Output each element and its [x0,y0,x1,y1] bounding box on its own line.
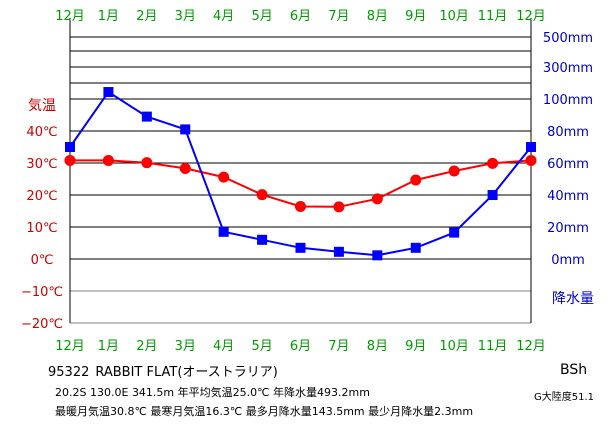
precipitation-point [333,246,344,257]
precip-tick-label: 500mm [543,31,593,46]
month-label-top: 10月 [439,9,469,24]
temp-tick-label: 30℃ [26,157,57,172]
precipitation-point [65,142,75,152]
precipitation-point [526,142,536,152]
month-label-top: 8月 [367,9,388,24]
temperature-line [70,159,532,208]
min-month-precip: 最少月降水量2.3mm [368,405,474,418]
month-label-top: 12月 [55,9,85,24]
month-label-bottom: 3月 [175,339,196,354]
month-label-bottom: 2月 [136,339,157,354]
precip-tick-label: 80mm [547,125,589,140]
temperature-point [371,193,383,205]
precipitation-point [180,124,191,135]
month-label-top: 1月 [98,9,119,24]
month-label-top: 2月 [136,9,157,24]
precip-tick-label: 100mm [543,93,593,108]
temp-axis-title: 気温 [28,98,56,114]
month-label-top: 4月 [213,9,234,24]
month-label-top: 6月 [290,9,311,24]
precipitation-point [295,242,306,253]
continentality-index: G大陸度51.1 [534,392,595,403]
temperature-point [141,157,153,169]
month-label-bottom: 6月 [290,339,311,354]
precipitation-line [69,90,532,257]
warmest-month-temp: 最暖月気温30.8℃ [55,405,147,418]
temperature-point [448,165,460,177]
month-label-top: 9月 [405,9,426,24]
precip-tick-label: 60mm [547,157,589,172]
precip-tick-label: 40mm [547,189,589,204]
coldest-month-temp: 最寒月気温16.3℃ [150,405,243,418]
month-label-bottom: 9月 [405,339,426,354]
month-label-bottom: 12月 [55,339,85,354]
precip-tick-label: 20mm [547,221,589,236]
precipitation-point [257,234,268,245]
month-label-bottom: 7月 [328,339,349,354]
temperature-point [487,157,499,169]
annual-mean-temp: 年平均気温25.0℃ [177,386,270,399]
annual-precip: 年降水量493.2mm [273,386,370,399]
month-label-top: 7月 [328,9,349,24]
precipitation-point [141,111,152,122]
month-label-bottom: 11月 [478,339,508,354]
station-summary: 20.2S 130.0E 341.5m 年平均気温25.0℃ 年降水量493.2… [55,384,370,400]
month-label-top: 11月 [478,9,508,24]
precipitation-point [449,227,460,238]
month-label-bottom: 5月 [251,339,272,354]
precip-axis-title: 降水量 [552,291,594,307]
precipitation-point [218,226,229,237]
station-extremes: 最暖月気温30.8℃ 最寒月気温16.3℃ 最多月降水量143.5mm 最少月降… [55,403,473,419]
station-id: 95322 [48,365,90,380]
precipitation-point [103,87,114,98]
temp-tick-label: −20℃ [21,317,63,332]
month-label-top: 3月 [175,9,196,24]
precipitation-point [372,250,383,261]
temp-tick-label: 20℃ [26,189,57,204]
temperature-point [218,171,230,183]
max-month-precip: 最多月降水量143.5mm [245,405,365,418]
precipitation-point [487,190,498,200]
temperature-point [179,162,191,174]
climate-class: BSh [560,362,588,378]
temp-tick-label: 10℃ [26,221,57,236]
precip-tick-label: 0mm [551,253,585,268]
month-label-bottom: 12月 [516,339,546,354]
temperature-point [525,154,537,166]
temperature-point [102,154,114,166]
station-lat: 20.2S [55,386,87,399]
temperature-point [295,201,306,213]
station-title: 95322 RABBIT FLAT(オーストラリア) [48,361,278,380]
month-label-bottom: 8月 [367,339,388,354]
station-name: RABBIT FLAT(オーストラリア) [95,365,278,380]
precipitation-point [410,242,421,253]
temperature-point [410,174,422,186]
month-label-top: 12月 [516,9,546,24]
station-altitude: 341.5m [131,386,175,399]
month-label-top: 5月 [251,9,272,24]
temp-tick-label: 0℃ [31,253,54,268]
temperature-point [64,154,76,166]
temp-tick-label: 40℃ [26,125,57,140]
month-label-bottom: 4月 [213,339,234,354]
precip-tick-label: 300mm [543,61,593,76]
station-lon: 130.0E [89,386,129,399]
temperature-point [333,201,345,213]
month-label-bottom: 10月 [439,339,469,354]
temperature-point [256,189,268,201]
temp-tick-label: −10℃ [21,285,63,300]
month-label-bottom: 1月 [98,339,119,354]
